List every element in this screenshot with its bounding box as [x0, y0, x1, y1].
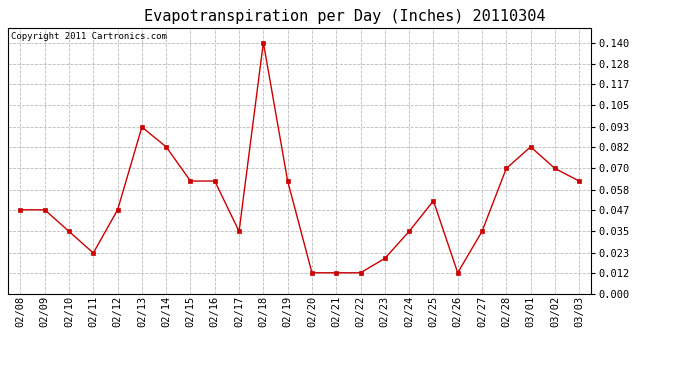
- Text: Copyright 2011 Cartronics.com: Copyright 2011 Cartronics.com: [11, 32, 167, 41]
- Text: Evapotranspiration per Day (Inches) 20110304: Evapotranspiration per Day (Inches) 2011…: [144, 9, 546, 24]
